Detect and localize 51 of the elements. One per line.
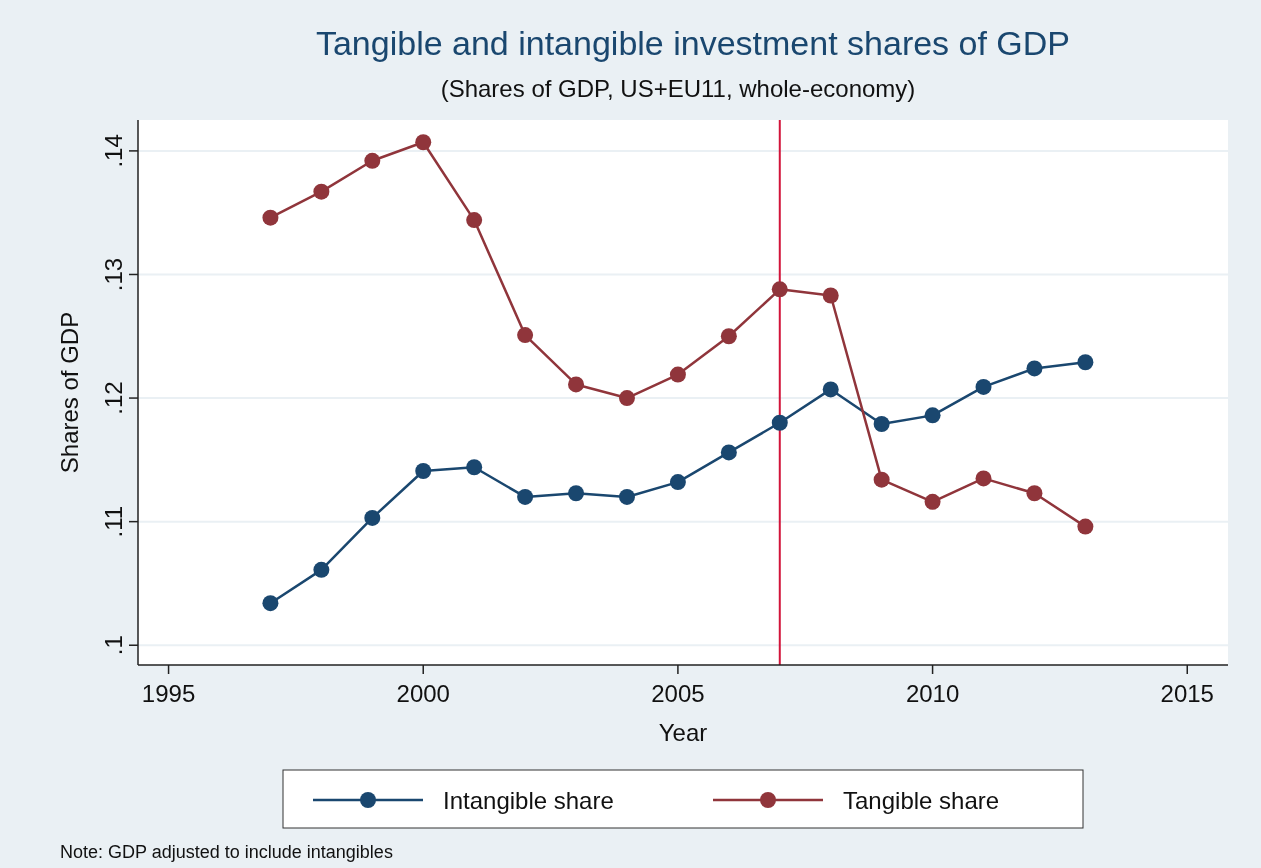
point xyxy=(364,152,381,169)
point xyxy=(975,378,992,395)
point xyxy=(618,488,635,505)
point xyxy=(1026,485,1043,502)
y-tick-label: .13 xyxy=(100,257,127,292)
point xyxy=(618,390,635,407)
point xyxy=(669,366,686,383)
x-tick-label: 1995 xyxy=(141,680,196,707)
point xyxy=(822,287,839,304)
x-tick-label: 2010 xyxy=(905,680,960,707)
point xyxy=(415,462,432,479)
y-axis-title: Shares of GDP xyxy=(56,311,83,474)
y-tick-label: .1 xyxy=(100,635,127,656)
chart-subtitle: (Shares of GDP, US+EU11, whole-economy) xyxy=(440,75,916,102)
x-axis-title: Year xyxy=(658,719,708,746)
point xyxy=(771,414,788,431)
point xyxy=(313,561,330,578)
point xyxy=(771,281,788,298)
point xyxy=(262,209,279,226)
point xyxy=(415,134,432,151)
x-tick-label: 2000 xyxy=(396,680,450,707)
point xyxy=(975,470,992,487)
point xyxy=(822,381,839,398)
legend-label: Tangible share xyxy=(843,787,1000,814)
point xyxy=(720,328,737,345)
chart-title: Tangible and intangible investment shares of GDP xyxy=(315,24,1071,62)
point xyxy=(669,474,686,491)
point xyxy=(1077,518,1094,535)
point xyxy=(262,595,279,612)
point xyxy=(568,376,585,393)
point xyxy=(517,327,534,344)
point xyxy=(466,212,483,229)
point xyxy=(1077,354,1094,371)
x-tick-label: 2015 xyxy=(1160,680,1214,707)
point xyxy=(924,493,941,510)
point xyxy=(517,488,534,505)
y-tick-label: .12 xyxy=(100,381,127,415)
point xyxy=(720,444,737,461)
text: Note: GDP adjusted to include intangibles xyxy=(60,842,393,862)
point xyxy=(568,485,585,502)
point xyxy=(364,509,381,526)
y-tick-label: .14 xyxy=(100,134,127,168)
y-tick-label: .11 xyxy=(100,505,127,538)
point xyxy=(873,416,890,433)
point xyxy=(924,407,941,424)
point xyxy=(466,459,483,476)
point xyxy=(1026,360,1043,377)
point xyxy=(873,471,890,488)
legend-label: Intangible share xyxy=(443,787,614,814)
point xyxy=(313,183,330,200)
x-tick-label: 2005 xyxy=(651,680,705,707)
